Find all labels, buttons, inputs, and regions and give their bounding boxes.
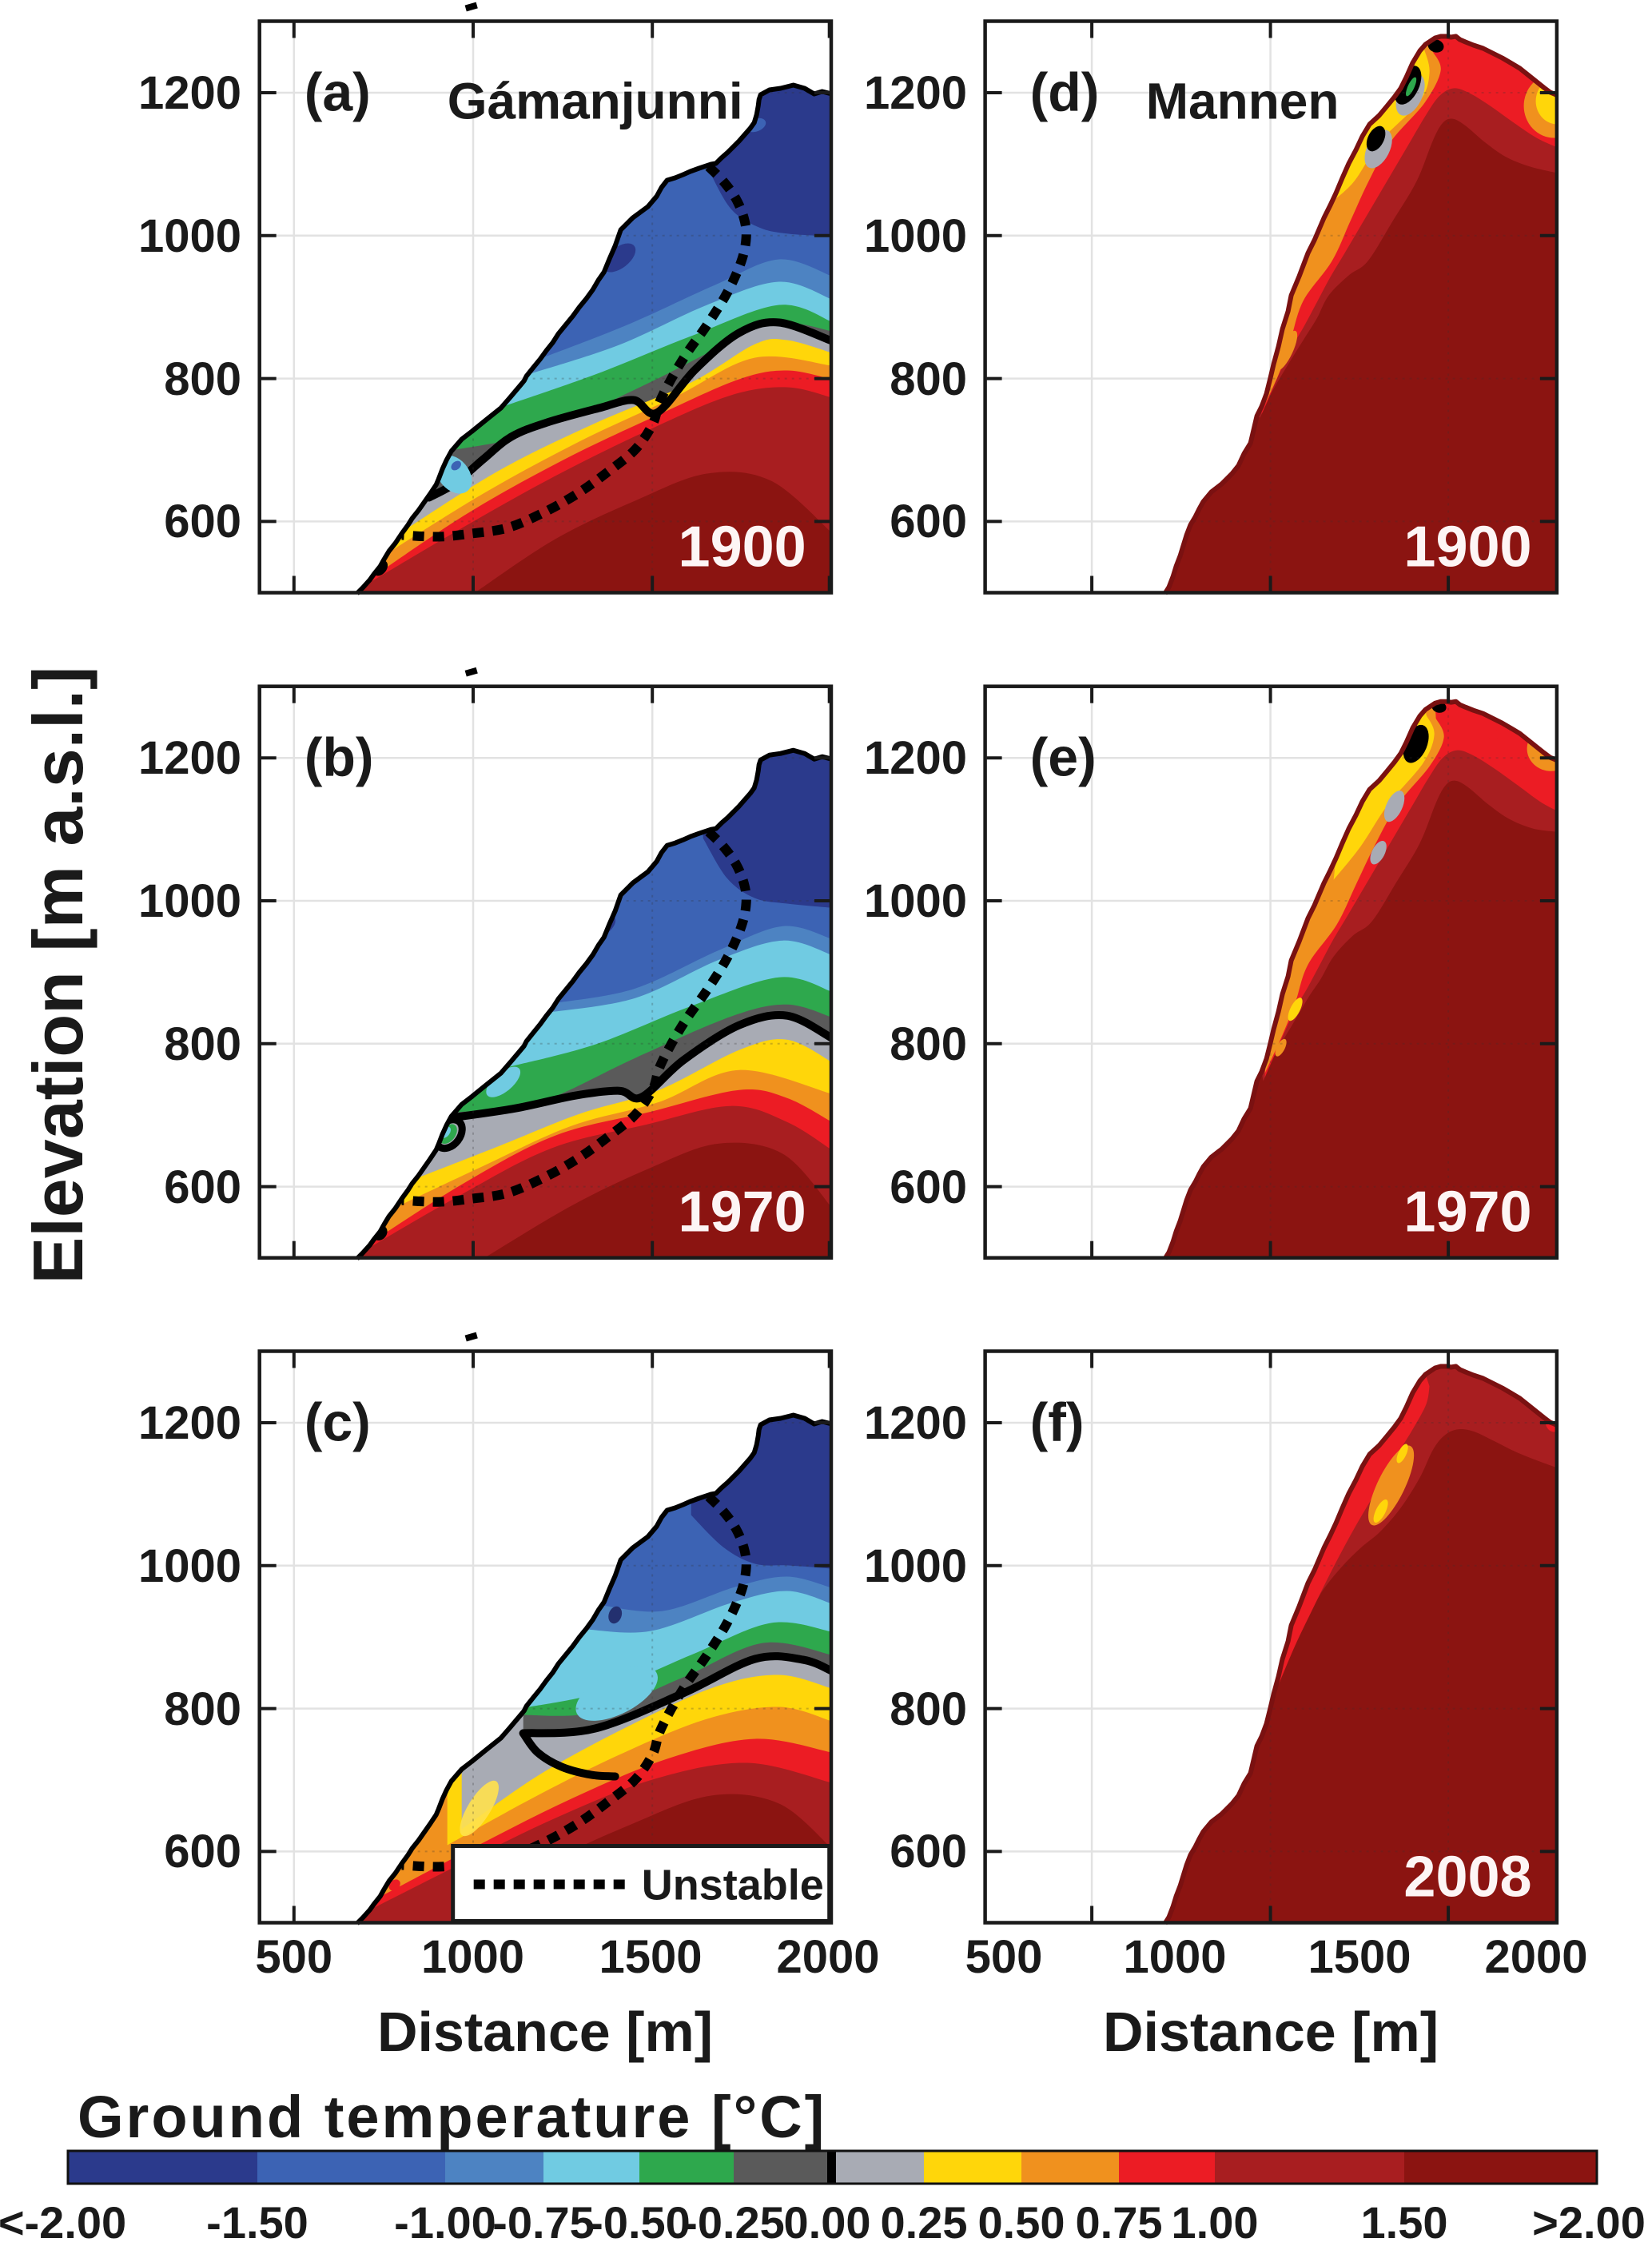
svg-text:0.00: 0.00 (784, 2197, 871, 2248)
svg-text:600: 600 (890, 1826, 967, 1878)
svg-text:1000: 1000 (864, 210, 967, 262)
svg-text:1500: 1500 (599, 1931, 702, 1983)
svg-text:1.50: 1.50 (1361, 2197, 1448, 2248)
svg-text:Mannen: Mannen (1146, 73, 1340, 130)
svg-text:800: 800 (890, 1018, 967, 1070)
svg-text:800: 800 (164, 353, 241, 405)
svg-text:500: 500 (255, 1931, 332, 1983)
svg-text:2000: 2000 (1484, 1931, 1587, 1983)
svg-text:800: 800 (164, 1683, 241, 1735)
svg-text:1200: 1200 (864, 67, 967, 119)
svg-text:(f): (f) (1030, 1392, 1085, 1453)
svg-text:1200: 1200 (138, 67, 241, 119)
svg-text:Gámanjunni: Gámanjunni (448, 73, 743, 130)
svg-text:1200: 1200 (138, 732, 241, 784)
svg-text:1200: 1200 (138, 1397, 241, 1449)
svg-text:Ground temperature [°C]: Ground temperature [°C] (78, 2084, 826, 2150)
svg-text:1200: 1200 (864, 1397, 967, 1449)
svg-text:<-2.00: <-2.00 (0, 2197, 126, 2248)
svg-text:1000: 1000 (864, 875, 967, 927)
svg-text:1000: 1000 (864, 1540, 967, 1592)
svg-text:(c): (c) (305, 1392, 371, 1453)
svg-text:600: 600 (890, 1161, 967, 1213)
svg-text:0.50: 0.50 (978, 2197, 1065, 2248)
svg-text:-0.50: -0.50 (588, 2197, 691, 2248)
svg-text:600: 600 (164, 1826, 241, 1878)
svg-text:600: 600 (164, 1161, 241, 1213)
svg-text:1000: 1000 (421, 1931, 524, 1983)
svg-text:Distance [m]: Distance [m] (377, 2001, 713, 2063)
svg-text:800: 800 (164, 1018, 241, 1070)
svg-text:Unstable: Unstable (642, 1862, 824, 1910)
svg-text:(e): (e) (1030, 727, 1097, 788)
svg-text:600: 600 (890, 496, 967, 548)
svg-text:1000: 1000 (138, 210, 241, 262)
svg-text:500: 500 (965, 1931, 1043, 1983)
svg-text:(b): (b) (305, 727, 374, 788)
svg-text:>2.00: >2.00 (1532, 2197, 1646, 2248)
svg-text:2008: 2008 (1403, 1846, 1531, 1910)
svg-text:2000: 2000 (776, 1931, 879, 1983)
svg-text:-1.00: -1.00 (394, 2197, 496, 2248)
svg-text:1000: 1000 (138, 1540, 241, 1592)
svg-text:600: 600 (164, 496, 241, 548)
svg-text:1000: 1000 (1123, 1931, 1226, 1983)
svg-text:Elevation [m a.s.l.]: Elevation [m a.s.l.] (18, 667, 98, 1284)
svg-text:800: 800 (890, 1683, 967, 1735)
svg-text:-0.75: -0.75 (492, 2197, 595, 2248)
svg-text:1970: 1970 (679, 1181, 806, 1244)
svg-text:800: 800 (890, 353, 967, 405)
svg-text:1.00: 1.00 (1172, 2197, 1259, 2248)
svg-text:1900: 1900 (679, 516, 806, 579)
svg-text:(a): (a) (305, 62, 371, 123)
svg-text:1970: 1970 (1403, 1181, 1531, 1244)
svg-text:1200: 1200 (864, 732, 967, 784)
svg-text:-1.50: -1.50 (206, 2197, 309, 2248)
svg-text:0.25: 0.25 (881, 2197, 968, 2248)
svg-text:1900: 1900 (1403, 516, 1531, 579)
svg-text:(d): (d) (1030, 62, 1100, 123)
svg-text:1000: 1000 (138, 875, 241, 927)
svg-text:-0.25: -0.25 (683, 2197, 785, 2248)
svg-text:Distance [m]: Distance [m] (1103, 2001, 1439, 2063)
svg-text:0.75: 0.75 (1076, 2197, 1163, 2248)
svg-text:1500: 1500 (1308, 1931, 1411, 1983)
